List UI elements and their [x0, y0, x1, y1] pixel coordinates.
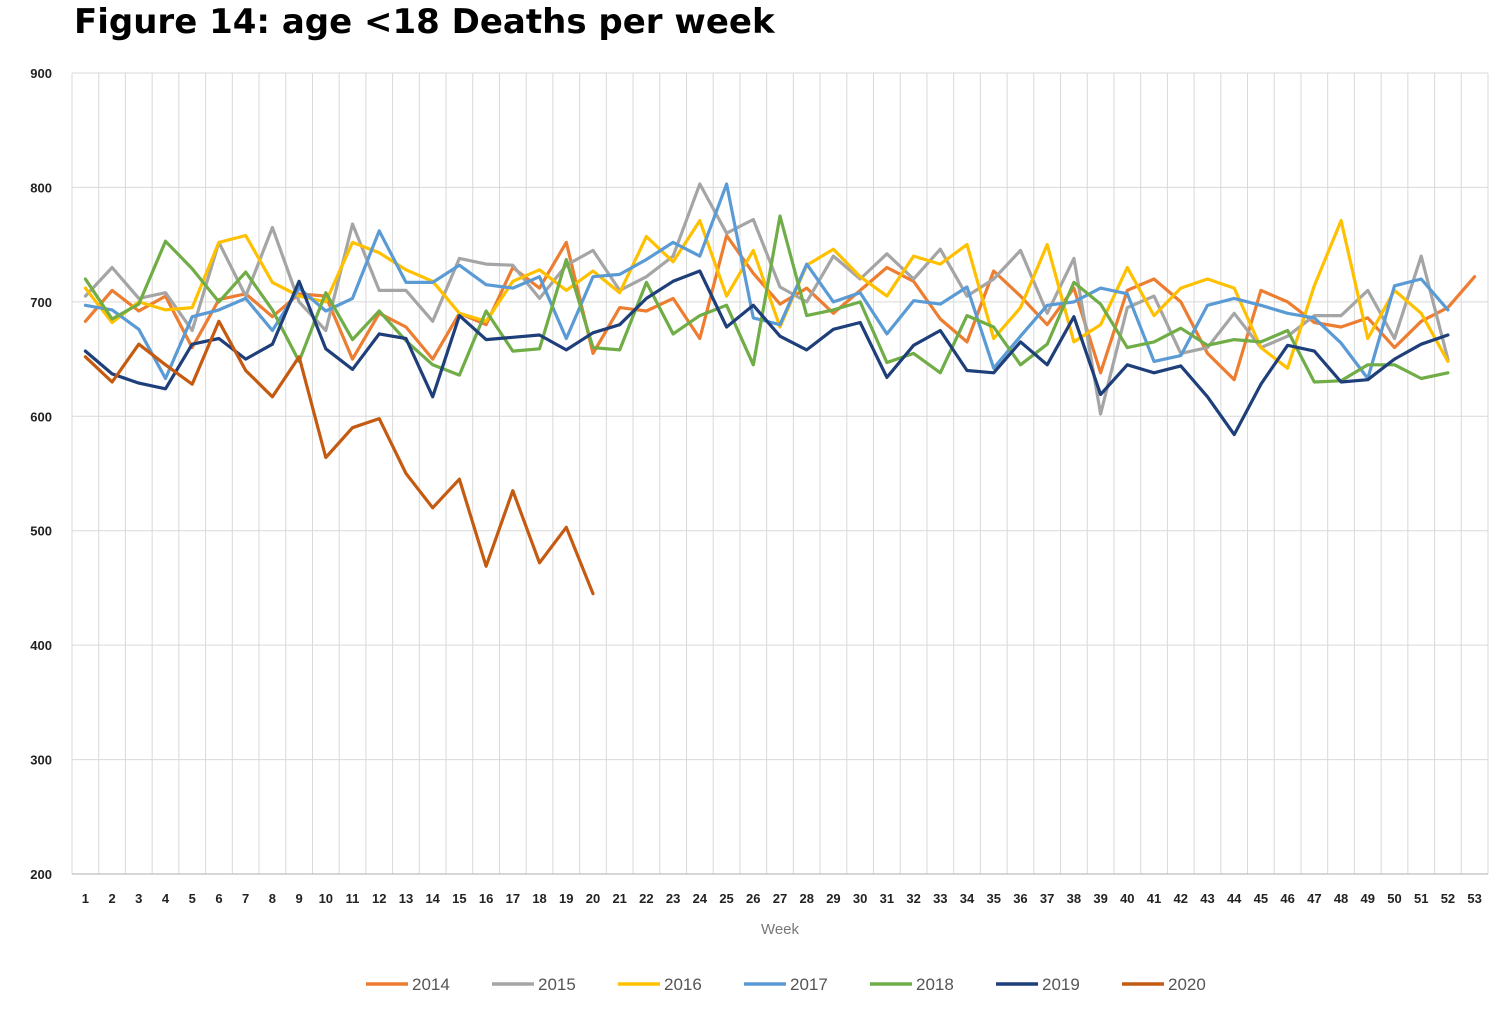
- series-line-2020: [83, 319, 595, 596]
- y-tick-label: 200: [30, 867, 52, 882]
- x-tick-label: 4: [162, 891, 170, 906]
- legend-label: 2014: [412, 975, 450, 994]
- legend-item-2016: 2016: [618, 975, 702, 994]
- y-tick-label: 300: [30, 753, 52, 768]
- x-tick-label: 39: [1093, 891, 1107, 906]
- legend-label: 2015: [538, 975, 576, 994]
- x-tick-label: 53: [1467, 891, 1481, 906]
- x-tick-label: 40: [1120, 891, 1134, 906]
- x-tick-label: 7: [242, 891, 249, 906]
- x-tick-label: 28: [799, 891, 813, 906]
- x-tick-label: 19: [559, 891, 573, 906]
- y-tick-label: 800: [30, 180, 52, 195]
- gridlines: [71, 72, 1489, 875]
- legend-label: 2019: [1042, 975, 1080, 994]
- series-line-2018: [83, 214, 1450, 384]
- y-tick-label: 700: [30, 295, 52, 310]
- legend-item-2015: 2015: [492, 975, 576, 994]
- x-tick-label: 44: [1227, 891, 1242, 906]
- legend-item-2014: 2014: [366, 975, 450, 994]
- legend-label: 2018: [916, 975, 954, 994]
- x-tick-label: 23: [666, 891, 680, 906]
- x-tick-label: 9: [295, 891, 302, 906]
- y-axis-ticks: 200 300 400 500 600 700 800 900: [30, 66, 52, 882]
- x-tick-label: 37: [1040, 891, 1054, 906]
- x-tick-label: 17: [506, 891, 520, 906]
- x-tick-label: 11: [346, 891, 360, 906]
- legend-label: 2016: [664, 975, 702, 994]
- x-tick-label: 35: [987, 891, 1001, 906]
- x-tick-label: 10: [319, 891, 333, 906]
- x-tick-label: 52: [1441, 891, 1455, 906]
- x-tick-label: 33: [933, 891, 947, 906]
- x-tick-label: 47: [1307, 891, 1321, 906]
- x-tick-label: 26: [746, 891, 760, 906]
- legend-label: 2017: [790, 975, 828, 994]
- x-tick-label: 43: [1200, 891, 1214, 906]
- x-tick-label: 24: [693, 891, 708, 906]
- x-tick-label: 46: [1280, 891, 1294, 906]
- x-tick-label: 6: [215, 891, 222, 906]
- y-tick-label: 600: [30, 409, 52, 424]
- x-tick-label: 14: [425, 891, 440, 906]
- x-tick-label: 41: [1147, 891, 1161, 906]
- x-tick-label: 2: [108, 891, 115, 906]
- x-tick-label: 15: [452, 891, 466, 906]
- x-tick-label: 21: [612, 891, 626, 906]
- x-tick-label: 3: [135, 891, 142, 906]
- x-tick-label: 31: [880, 891, 894, 906]
- legend-item-2017: 2017: [744, 975, 828, 994]
- series-line-2019: [83, 269, 1450, 437]
- x-tick-label: 8: [269, 891, 276, 906]
- x-tick-label: 49: [1361, 891, 1375, 906]
- y-tick-label: 400: [30, 638, 52, 653]
- x-tick-label: 1: [82, 891, 89, 906]
- x-tick-label: 16: [479, 891, 493, 906]
- legend-item-2018: 2018: [870, 975, 954, 994]
- y-tick-label: 500: [30, 524, 52, 539]
- chart-title: Figure 14: age <18 Deaths per week: [74, 2, 775, 42]
- x-tick-label: 50: [1387, 891, 1401, 906]
- x-tick-label: 48: [1334, 891, 1348, 906]
- x-tick-label: 27: [773, 891, 787, 906]
- x-tick-label: 38: [1067, 891, 1081, 906]
- x-tick-label: 42: [1174, 891, 1188, 906]
- legend: 2014 2015 2016 2017 2018 2019 2020: [366, 975, 1206, 994]
- x-tick-label: 29: [826, 891, 840, 906]
- x-tick-label: 13: [399, 891, 413, 906]
- legend-item-2020: 2020: [1122, 975, 1206, 994]
- x-tick-label: 12: [372, 891, 386, 906]
- series-line-2014: [83, 233, 1477, 382]
- legend-label: 2020: [1168, 975, 1206, 994]
- x-tick-label: 20: [586, 891, 600, 906]
- x-tick-label: 22: [639, 891, 653, 906]
- x-tick-label: 18: [532, 891, 546, 906]
- x-axis-label: Week: [761, 921, 800, 938]
- x-tick-label: 32: [906, 891, 920, 906]
- x-tick-label: 25: [719, 891, 733, 906]
- x-tick-label: 45: [1254, 891, 1268, 906]
- x-axis-ticks: 1 2 3 4 5 6 7 8 9 10 11 12 13 14 15 16 17 18 19 20 21 22 23 24 2…: [82, 891, 1482, 906]
- x-tick-label: 36: [1013, 891, 1027, 906]
- x-tick-label: 5: [189, 891, 196, 906]
- legend-item-2019: 2019: [996, 975, 1080, 994]
- x-tick-label: 51: [1414, 891, 1428, 906]
- y-tick-label: 900: [30, 66, 52, 81]
- x-tick-label: 30: [853, 891, 867, 906]
- x-tick-label: 34: [960, 891, 975, 906]
- series-lines: [83, 182, 1477, 596]
